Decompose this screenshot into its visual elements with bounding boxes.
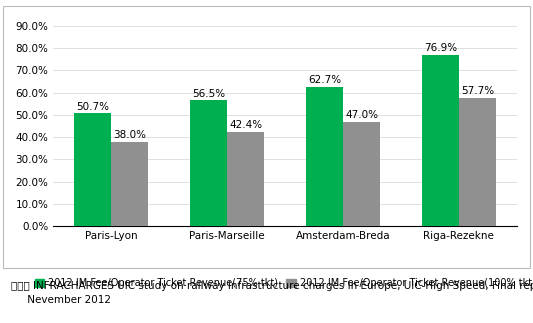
Text: 47.0%: 47.0% xyxy=(345,110,378,120)
Bar xyxy=(111,141,149,226)
Bar xyxy=(75,113,111,226)
Bar xyxy=(422,55,459,226)
Text: 42.4%: 42.4% xyxy=(229,120,262,130)
Bar xyxy=(306,87,343,226)
Bar xyxy=(459,98,496,226)
Legend: 2012 IM Fee/Operator Ticket Revenue(75% tkt), 2012 IM Fee/Operator Ticket Revenu: 2012 IM Fee/Operator Ticket Revenue(75% … xyxy=(32,275,533,291)
Text: 56.5%: 56.5% xyxy=(192,89,225,99)
Text: 57.7%: 57.7% xyxy=(461,86,494,96)
Bar xyxy=(227,132,264,226)
Text: 50.7%: 50.7% xyxy=(76,101,109,111)
Text: 62.7%: 62.7% xyxy=(308,75,341,85)
Text: 76.9%: 76.9% xyxy=(424,43,457,53)
Text: 38.0%: 38.0% xyxy=(114,130,147,140)
Bar xyxy=(190,100,227,226)
Text: 자료： INFRACHARGES UIC study on railway infrastructure charges in Europe, UIC-High: 자료： INFRACHARGES UIC study on railway in… xyxy=(11,281,533,305)
Bar xyxy=(343,121,380,226)
